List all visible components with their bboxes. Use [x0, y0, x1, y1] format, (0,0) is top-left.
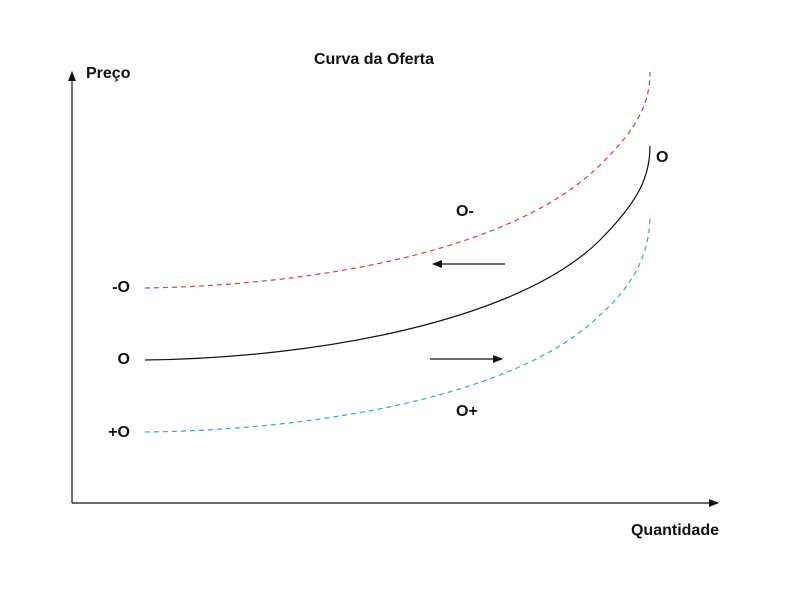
label-decreased-mid: O-: [456, 203, 474, 220]
label-increased-left: +O: [108, 424, 130, 441]
x-axis-label: Quantidade: [631, 522, 719, 539]
curve-increased-supply: [144, 214, 651, 433]
curve-decreased-supply: [144, 71, 651, 289]
label-decreased-left: -O: [112, 279, 130, 296]
label-increased-mid: O+: [456, 403, 478, 420]
diagram-title: Curva da Oferta: [314, 51, 434, 68]
curve-original-supply: [144, 145, 651, 361]
label-original-left: O: [118, 351, 130, 368]
label-original-end: O: [656, 149, 668, 166]
y-axis-label: Preço: [86, 65, 131, 82]
